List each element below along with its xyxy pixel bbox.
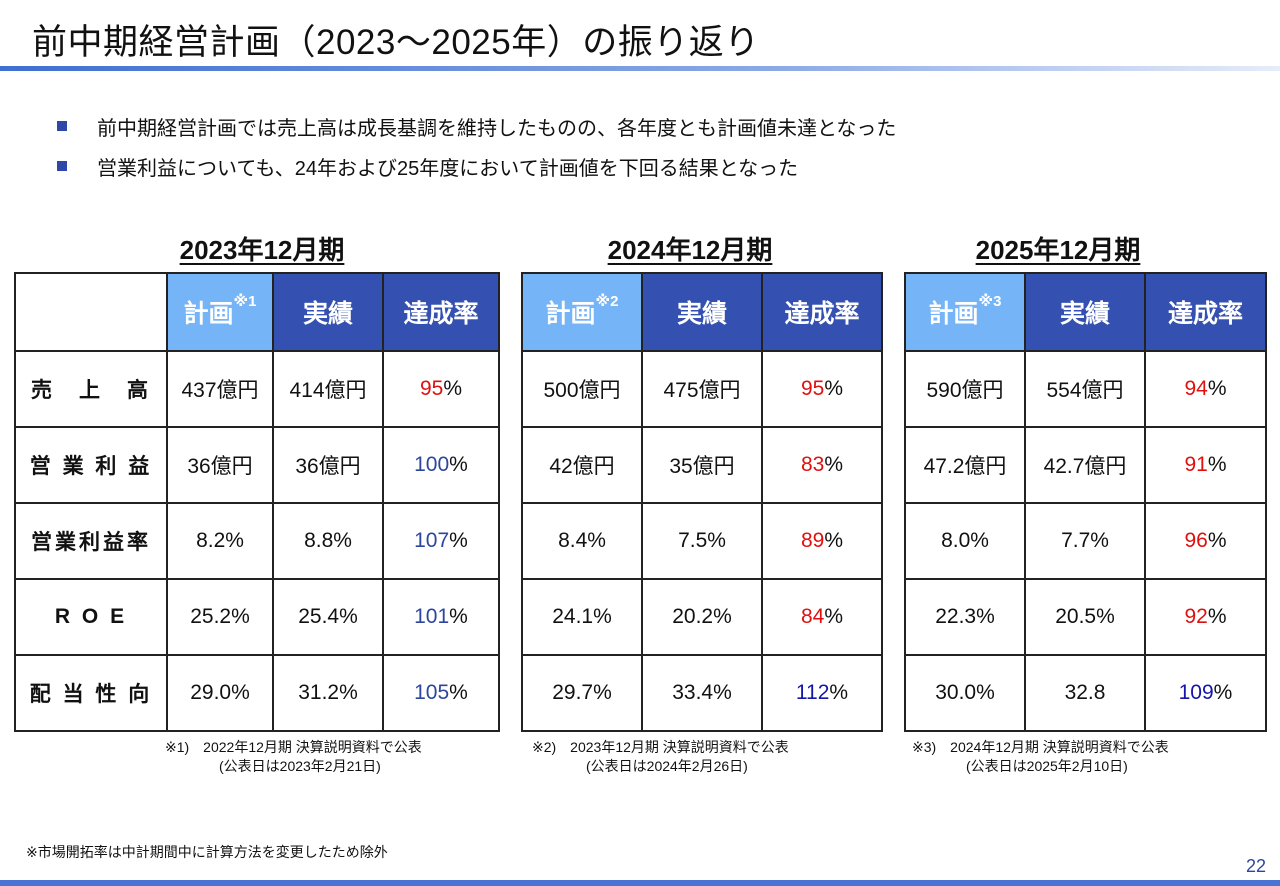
bottom-bar [0, 880, 1280, 886]
plan-value: 30.0% [904, 654, 1026, 732]
row-label: 売 上 高 [14, 350, 168, 428]
achievement-rate: 95% [382, 350, 500, 428]
page-number: 22 [1245, 856, 1266, 876]
note-mark: ※1 [233, 293, 257, 310]
period-title: 2023年12月期 [179, 235, 345, 265]
achievement-rate: 92% [1144, 578, 1267, 656]
plan-value: 25.2% [166, 578, 274, 656]
table-row: 30.0% 32.8 109% [904, 654, 1267, 732]
actual-header: 実績 [1024, 272, 1146, 352]
plan-value: 36億円 [166, 426, 274, 504]
actual-value: 20.5% [1024, 578, 1146, 656]
row-label: 営 業 利 益 [14, 426, 168, 504]
actual-header: 実績 [272, 272, 384, 352]
table-row: 47.2億円 42.7億円 91% [904, 426, 1267, 504]
plan-source-note: ※1) 2022年12月期 決算説明資料で公表 (公表日は2023年2月21日) [165, 739, 422, 774]
table-row: 590億円 554億円 94% [904, 350, 1267, 428]
actual-value: 20.2% [641, 578, 763, 656]
table-row: 29.7% 33.4% 112% [521, 654, 883, 732]
actual-value: 35億円 [641, 426, 763, 504]
table-row: R O E 25.2% 25.4% 101% [14, 578, 500, 656]
achievement-rate: 84% [761, 578, 883, 656]
actual-value: 33.4% [641, 654, 763, 732]
row-label: 配 当 性 向 [14, 654, 168, 732]
table-row: 営業利益率 8.2% 8.8% 107% [14, 502, 500, 580]
plan-header: 計画※3 [904, 272, 1026, 352]
plan-source-note: ※2) 2023年12月期 決算説明資料で公表 (公表日は2024年2月26日) [532, 739, 789, 774]
plan-header: 計画※1 [166, 272, 274, 352]
bullet-square-icon [57, 121, 67, 131]
summary-bullets: 前中期経営計画では売上高は成長基調を維持したものの、各年度とも計画値未達となった… [57, 106, 896, 186]
page-title: 前中期経営計画（2023〜2025年）の振り返り [32, 23, 760, 62]
actual-value: 25.4% [272, 578, 384, 656]
achievement-rate: 96% [1144, 502, 1267, 580]
results-table-2: 計画※3 実績 達成率 590億円 554億円 94% 47.2億円 42.7億円 91% 8.0… [904, 272, 1267, 732]
actual-value: 7.7% [1024, 502, 1146, 580]
achievement-rate: 83% [761, 426, 883, 504]
plan-value: 42億円 [521, 426, 643, 504]
rate-header: 達成率 [1144, 272, 1267, 352]
table-row: 24.1% 20.2% 84% [521, 578, 883, 656]
table-row: 8.4% 7.5% 89% [521, 502, 883, 580]
plan-value: 8.0% [904, 502, 1026, 580]
note-mark: ※3 [978, 293, 1002, 310]
actual-value: 7.5% [641, 502, 763, 580]
note-mark: ※2 [595, 293, 619, 310]
achievement-rate: 89% [761, 502, 883, 580]
plan-value: 437億円 [166, 350, 274, 428]
results-table-1: 計画※2 実績 達成率 500億円 475億円 95% 42億円 35億円 83% 8.4% 7.5… [521, 272, 883, 732]
table-row: 22.3% 20.5% 92% [904, 578, 1267, 656]
actual-value: 42.7億円 [1024, 426, 1146, 504]
plan-header: 計画※2 [521, 272, 643, 352]
achievement-rate: 101% [382, 578, 500, 656]
table-row: 売 上 高 437億円 414億円 95% [14, 350, 500, 428]
achievement-rate: 107% [382, 502, 500, 580]
bullet-square-icon [57, 161, 67, 171]
table-row: 営 業 利 益 36億円 36億円 100% [14, 426, 500, 504]
table-row: 42億円 35億円 83% [521, 426, 883, 504]
actual-value: 475億円 [641, 350, 763, 428]
row-label: R O E [14, 578, 168, 656]
corner-cell [14, 272, 168, 352]
achievement-rate: 112% [761, 654, 883, 732]
plan-value: 590億円 [904, 350, 1026, 428]
plan-value: 29.0% [166, 654, 274, 732]
achievement-rate: 94% [1144, 350, 1267, 428]
actual-value: 554億円 [1024, 350, 1146, 428]
title-divider [0, 66, 1280, 71]
plan-value: 29.7% [521, 654, 643, 732]
achievement-rate: 91% [1144, 426, 1267, 504]
plan-value: 22.3% [904, 578, 1026, 656]
achievement-rate: 100% [382, 426, 500, 504]
achievement-rate: 105% [382, 654, 500, 732]
footnote: ※市場開拓率は中計期間中に計算方法を変更したため除外 [26, 844, 388, 860]
plan-value: 47.2億円 [904, 426, 1026, 504]
period-title: 2024年12月期 [607, 235, 773, 265]
row-label: 営業利益率 [14, 502, 168, 580]
rate-header: 達成率 [761, 272, 883, 352]
plan-value: 8.2% [166, 502, 274, 580]
rate-header: 達成率 [382, 272, 500, 352]
bullet-item: 前中期経営計画では売上高は成長基調を維持したものの、各年度とも計画値未達となった [57, 106, 896, 146]
results-table-0: 計画※1 実績 達成率売 上 高 437億円 414億円 95% 営 業 利 益 36億円 36… [14, 272, 500, 732]
actual-value: 31.2% [272, 654, 384, 732]
table-row: 配 当 性 向 29.0% 31.2% 105% [14, 654, 500, 732]
achievement-rate: 95% [761, 350, 883, 428]
table-row: 500億円 475億円 95% [521, 350, 883, 428]
period-title: 2025年12月期 [975, 235, 1141, 265]
achievement-rate: 109% [1144, 654, 1267, 732]
actual-value: 8.8% [272, 502, 384, 580]
actual-value: 414億円 [272, 350, 384, 428]
actual-value: 32.8 [1024, 654, 1146, 732]
plan-source-note: ※3) 2024年12月期 決算説明資料で公表 (公表日は2025年2月10日) [912, 739, 1169, 774]
actual-header: 実績 [641, 272, 763, 352]
plan-value: 24.1% [521, 578, 643, 656]
plan-value: 500億円 [521, 350, 643, 428]
bullet-item: 営業利益についても、24年および25年度において計画値を下回る結果となった [57, 146, 896, 186]
table-row: 8.0% 7.7% 96% [904, 502, 1267, 580]
bullet-text: 営業利益についても、24年および25年度において計画値を下回る結果となった [97, 157, 799, 180]
bullet-text: 前中期経営計画では売上高は成長基調を維持したものの、各年度とも計画値未達となった [97, 117, 897, 140]
plan-value: 8.4% [521, 502, 643, 580]
actual-value: 36億円 [272, 426, 384, 504]
